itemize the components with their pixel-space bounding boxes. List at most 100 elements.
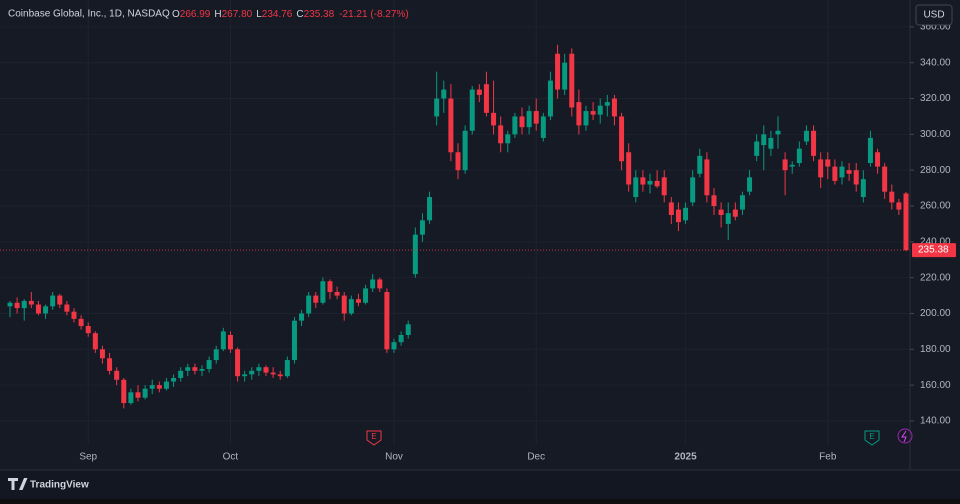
candle-body — [405, 324, 411, 335]
last-price-box — [912, 243, 956, 258]
candle-body — [220, 331, 226, 350]
legend-value: 234.76 — [262, 9, 293, 20]
candle-body — [718, 209, 724, 215]
candle-body — [732, 209, 738, 217]
x-tick-label: Nov — [385, 452, 403, 463]
event-label: E — [371, 432, 376, 441]
candle-body — [704, 159, 710, 196]
candle-body — [697, 155, 703, 174]
candle-body — [818, 159, 824, 178]
event-icon — [366, 430, 382, 446]
candle-body — [7, 302, 13, 307]
candle-body — [114, 370, 120, 380]
candle-body — [427, 197, 433, 221]
candle-body — [839, 166, 845, 178]
candle-body — [99, 349, 105, 359]
candle-body — [626, 152, 632, 185]
candle-body — [235, 349, 241, 377]
candle-body — [533, 111, 539, 124]
candle-body — [555, 53, 561, 90]
candle-body — [178, 370, 184, 378]
candle-body — [882, 166, 888, 192]
event-label: E — [869, 432, 874, 441]
candle-body — [654, 180, 660, 187]
candle-body — [135, 392, 141, 398]
candle-body — [583, 111, 589, 126]
event-icon — [864, 430, 880, 446]
y-tick-label: 240.00 — [920, 236, 951, 247]
candle-body — [43, 306, 49, 314]
candle-body — [725, 213, 731, 224]
y-tick-label: 340.00 — [920, 57, 951, 68]
candle-body — [576, 102, 582, 126]
event-marker[interactable]: E — [864, 430, 880, 446]
ohlc-legend: O266.99 H267.80 L234.76 C235.38 -21.21 (-8.2… — [172, 9, 409, 20]
candle-body — [206, 360, 212, 370]
candle-body — [526, 111, 532, 128]
candle-body — [227, 334, 233, 350]
legend: Coinbase Global, Inc., 1D, NASDAQ O266.9… — [8, 9, 409, 20]
dividend-marker[interactable] — [897, 428, 913, 444]
candle-body — [156, 385, 162, 389]
candle-body — [185, 367, 191, 371]
y-tick-label: 360.00 — [920, 22, 951, 33]
candle-body — [377, 279, 383, 289]
candle-body — [604, 102, 610, 106]
candle-body — [35, 304, 41, 314]
axes: 140.00 160.00 180.00 200.00 220.00 240.00 260.… — [79, 22, 956, 463]
candle-body — [803, 130, 809, 142]
y-tick-label: 280.00 — [920, 165, 951, 176]
candle-body — [142, 388, 148, 398]
legend-key: C — [296, 9, 303, 20]
candle-body — [412, 234, 418, 275]
candle-body — [213, 349, 219, 361]
candle-body — [192, 367, 198, 371]
candle-body — [270, 372, 276, 375]
legend-key: L — [256, 9, 262, 20]
candle-body — [57, 295, 63, 305]
candle-body — [92, 333, 98, 350]
symbol-title: Coinbase Global, Inc., 1D, NASDAQ — [8, 9, 170, 20]
candle-body — [419, 220, 425, 235]
candle-body — [903, 193, 909, 251]
candle-body — [853, 170, 859, 185]
candle-body — [540, 116, 546, 138]
legend-change: -21.21 (-8.27%) — [339, 9, 408, 20]
candle-body — [171, 377, 177, 382]
legend-value: 235.38 — [304, 9, 335, 20]
candle-body — [491, 112, 497, 126]
candle-body — [768, 137, 774, 149]
x-tick-label: 2025 — [674, 452, 697, 463]
candle-body — [327, 281, 333, 292]
candle-body — [597, 105, 603, 115]
last-price-label: 235.38 — [918, 245, 949, 256]
candle-body — [690, 177, 696, 203]
candle-body — [121, 379, 127, 404]
candle-body — [825, 159, 831, 167]
candle-body — [569, 53, 575, 108]
candle-body — [675, 209, 681, 223]
candle-body — [590, 111, 596, 115]
candle-body — [455, 152, 461, 171]
candle-body — [875, 152, 881, 167]
event-marker[interactable]: E — [366, 430, 382, 446]
candle-body — [683, 207, 689, 221]
y-tick-label: 320.00 — [920, 93, 951, 104]
candle-body — [398, 334, 404, 343]
candle-body — [512, 116, 518, 135]
x-tick-label: Dec — [527, 452, 545, 463]
candle-body — [661, 177, 667, 196]
candle-body — [896, 202, 902, 210]
currency-button[interactable] — [915, 4, 953, 26]
candle-body — [284, 360, 290, 377]
candles — [0, 44, 910, 409]
currency-label[interactable]: USD — [923, 10, 944, 21]
x-tick-label: Feb — [819, 452, 837, 463]
candle-body — [78, 318, 84, 327]
candle-body — [85, 326, 91, 334]
candle-body — [163, 381, 169, 389]
candle-body — [71, 311, 77, 319]
candle-body — [128, 392, 134, 404]
